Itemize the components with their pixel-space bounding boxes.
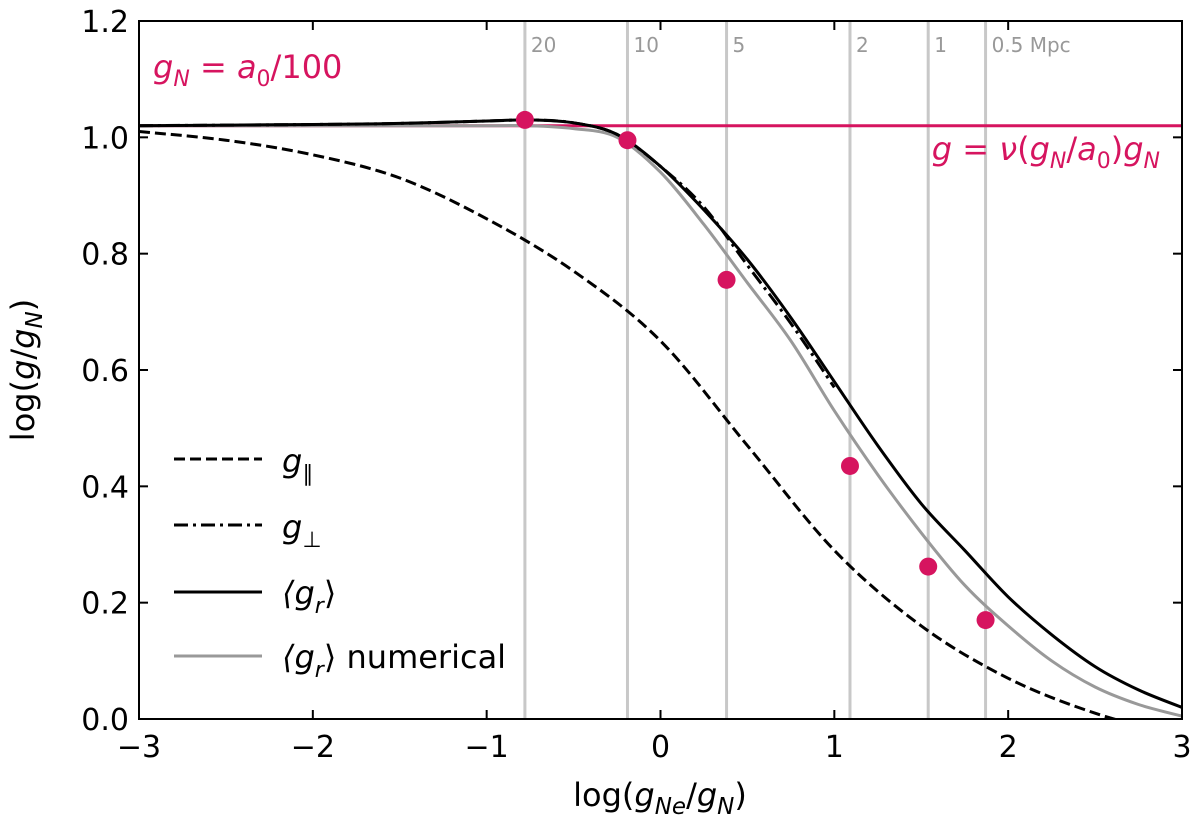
formula-nu: ν [999,130,1017,168]
gn-annotation-eq: = [190,48,237,86]
distance-label-2: 5 [733,33,746,57]
gn-annotation-sub: N [173,67,189,92]
data-point-5 [976,611,995,630]
y-tick-label-3: 0.6 [81,354,129,389]
formula-gn2: g [1123,130,1143,168]
formula-slash: / [1066,130,1077,168]
gn-annotation-rest: /100 [271,48,343,86]
legend-label-gr-mean: ⟨gr⟩ [282,574,336,619]
x-tick-label-3: 0 [651,730,670,765]
distance-label-4: 1 [934,33,947,57]
distance-label-3: 2 [856,33,869,57]
x-axis-label: log(gNe/gN) [573,776,747,818]
legend: g∥ g⊥ ⟨gr⟩ ⟨gr⟩ numerical [174,442,506,683]
x-tick-label-4: 1 [825,730,844,765]
data-point-0 [515,110,534,129]
x-tick-label-2: −1 [465,730,509,765]
legend-label-gr-numerical: ⟨gr⟩ numerical [282,638,506,683]
gn-annotation-a: a [237,48,257,86]
formula-sub0: 0 [1097,149,1111,174]
gn-annotation-g: g [153,48,173,86]
formula-a: a [1077,130,1097,168]
x-tick-label-0: −3 [117,730,161,765]
distance-label-5: 0.5 Mpc [992,33,1071,57]
x-tick-label-1: −2 [291,730,335,765]
gn-annotation-sub0: 0 [257,67,271,92]
series-g-perp [139,118,836,389]
x-tick-label-6: 3 [1172,730,1191,765]
y-tick-label-5: 1.0 [81,121,129,156]
data-point-4 [919,557,938,576]
series-g-parallel [139,130,1120,719]
formula-eq: = [952,130,999,168]
y-axis-label: log(g/gN) [4,299,48,441]
y-tick-label-1: 0.2 [81,587,129,622]
y-tick-label-4: 0.8 [81,238,129,273]
formula-close: ) [1111,130,1123,168]
y-tick-label-0: 0.0 [81,703,129,738]
data-point-1 [618,131,637,150]
series-gr-numerical [139,123,1182,718]
y-tick-label-2: 0.4 [81,470,129,505]
formula-subN2: N [1144,149,1160,174]
formula-open: ( [1017,130,1029,168]
formula-annotation: g = ν(gN/a0)gN [932,130,1160,174]
distance-label-0: 20 [531,33,556,57]
formula-subN: N [1050,149,1066,174]
data-point-2 [717,270,736,289]
distance-label-1: 10 [633,33,658,57]
legend-label-g-perp: g⊥ [282,508,321,553]
x-tick-label-5: 2 [999,730,1018,765]
data-point-3 [840,456,859,475]
formula-g: g [932,130,952,168]
y-tick-label-6: 1.2 [81,5,129,40]
formula-gn: g [1030,130,1050,168]
gn-annotation: gN = a0/100 [153,48,342,92]
legend-label-g-parallel: g∥ [282,442,313,487]
